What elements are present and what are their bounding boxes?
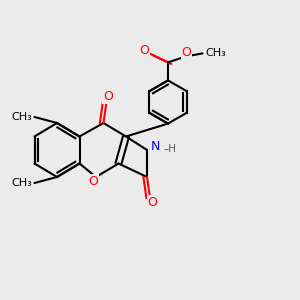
- Text: N: N: [151, 140, 160, 154]
- Text: –H: –H: [163, 143, 176, 154]
- Text: O: O: [140, 44, 149, 57]
- Text: CH₃: CH₃: [11, 112, 32, 122]
- Text: O: O: [148, 196, 157, 209]
- Text: O: O: [182, 46, 191, 59]
- Text: CH₃: CH₃: [11, 178, 32, 188]
- Text: CH₃: CH₃: [205, 48, 226, 59]
- Text: O: O: [103, 90, 113, 104]
- Text: O: O: [89, 175, 98, 188]
